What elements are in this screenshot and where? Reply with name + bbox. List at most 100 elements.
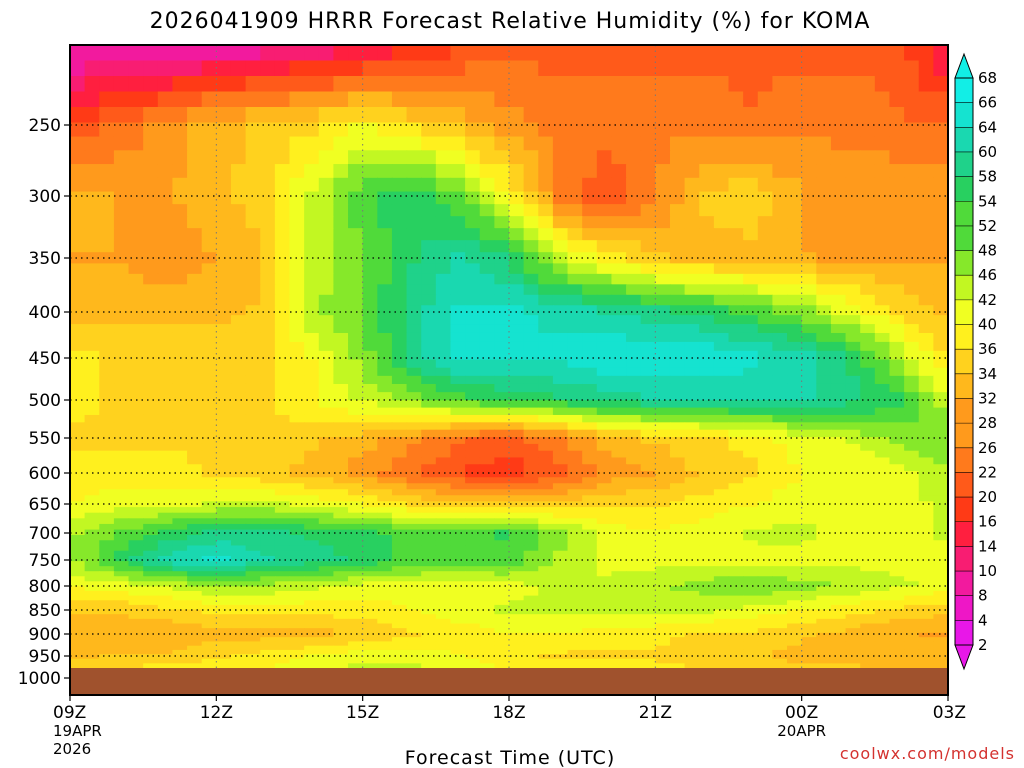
rh-cell bbox=[713, 637, 730, 643]
rh-cell bbox=[304, 164, 320, 179]
rh-cell bbox=[582, 581, 598, 587]
rh-cell bbox=[904, 590, 920, 597]
rh-cell bbox=[435, 164, 452, 179]
rh-cell bbox=[830, 443, 847, 452]
rh-cell bbox=[84, 663, 100, 669]
rh-cell bbox=[523, 305, 539, 316]
rh-cell bbox=[406, 654, 422, 660]
rh-cell bbox=[684, 614, 700, 620]
rh-cell bbox=[245, 586, 261, 592]
rh-cell bbox=[743, 437, 759, 445]
rh-cell bbox=[699, 618, 715, 625]
rh-cell bbox=[260, 654, 276, 660]
rh-cell bbox=[655, 305, 671, 316]
rh-cell bbox=[728, 495, 744, 502]
colorbar-label: 60 bbox=[978, 143, 997, 161]
rh-cell bbox=[889, 122, 905, 138]
rh-cell bbox=[216, 507, 232, 514]
rh-cell bbox=[274, 315, 291, 325]
rh-cell bbox=[655, 507, 671, 514]
rh-cell bbox=[479, 429, 495, 438]
rh-cell bbox=[523, 60, 539, 77]
rh-cell bbox=[128, 658, 144, 664]
rh-cell bbox=[494, 375, 510, 385]
rh-cell bbox=[289, 122, 305, 138]
rh-cell bbox=[479, 263, 495, 275]
rh-cell bbox=[567, 60, 583, 77]
rh-cell bbox=[157, 576, 174, 582]
rh-cell bbox=[874, 483, 891, 490]
rh-cell bbox=[640, 216, 656, 229]
rh-cell bbox=[479, 332, 495, 343]
rh-cell bbox=[874, 566, 891, 572]
rh-cell bbox=[626, 632, 642, 638]
rh-cell bbox=[84, 60, 100, 77]
rh-cell bbox=[582, 294, 598, 306]
rh-cell bbox=[582, 177, 598, 193]
rh-cell bbox=[84, 477, 100, 484]
rh-cell bbox=[128, 350, 144, 361]
rh-cell bbox=[494, 571, 510, 577]
rh-cell bbox=[509, 107, 525, 124]
rh-cell bbox=[933, 518, 949, 525]
rh-cell bbox=[728, 122, 744, 138]
credit-link[interactable]: coolwx.com/models bbox=[840, 744, 1015, 763]
rh-cell bbox=[933, 581, 949, 587]
rh-cell bbox=[216, 581, 232, 587]
rh-cell bbox=[640, 641, 656, 647]
rh-cell bbox=[845, 429, 861, 438]
rh-cell bbox=[787, 618, 803, 625]
rh-cell bbox=[260, 450, 276, 459]
rh-cell bbox=[143, 595, 159, 601]
rh-cell bbox=[933, 228, 949, 241]
rh-cell bbox=[187, 150, 203, 165]
rh-cell bbox=[728, 654, 744, 660]
rh-cell bbox=[801, 471, 817, 478]
x-tick-label: 12Z bbox=[200, 703, 233, 723]
rh-cell bbox=[918, 60, 934, 77]
rh-cell bbox=[362, 429, 378, 438]
rh-cell bbox=[787, 495, 803, 502]
rh-cell bbox=[172, 45, 188, 62]
rh-cell bbox=[450, 324, 466, 334]
rh-cell bbox=[801, 294, 817, 306]
rh-cell bbox=[816, 122, 832, 138]
rh-cell bbox=[479, 284, 495, 296]
rh-cell bbox=[523, 550, 539, 557]
rh-cell bbox=[538, 518, 554, 525]
rh-cell bbox=[435, 324, 452, 334]
rh-cell bbox=[406, 566, 422, 572]
rh-cell bbox=[787, 545, 803, 552]
rh-cell bbox=[157, 550, 174, 557]
rh-cell bbox=[494, 263, 510, 275]
rh-cell bbox=[684, 637, 700, 643]
x-tick-label: 00Z bbox=[785, 703, 818, 723]
rh-cell bbox=[406, 350, 422, 361]
rh-cell bbox=[845, 375, 861, 385]
rh-cell bbox=[523, 107, 539, 124]
rh-cell bbox=[465, 457, 481, 465]
rh-cell bbox=[787, 392, 803, 401]
rh-cell bbox=[538, 618, 554, 625]
rh-cell bbox=[523, 383, 539, 393]
rh-cell bbox=[201, 518, 217, 525]
x-tick-date: 19APR bbox=[53, 722, 102, 740]
rh-cell bbox=[216, 632, 232, 638]
rh-cell bbox=[538, 273, 554, 285]
rh-cell bbox=[172, 586, 188, 592]
rh-cell bbox=[699, 122, 715, 138]
rh-cell bbox=[406, 523, 422, 531]
rh-cell bbox=[348, 614, 364, 620]
rh-cell bbox=[509, 191, 525, 205]
rh-cell bbox=[933, 545, 949, 552]
rh-cell bbox=[874, 649, 891, 655]
colorbar-label: 54 bbox=[978, 192, 997, 210]
rh-cell bbox=[830, 576, 847, 582]
rh-cell bbox=[523, 407, 539, 416]
rh-cell bbox=[70, 284, 86, 296]
rh-cell bbox=[713, 76, 730, 93]
rh-cell bbox=[70, 263, 86, 275]
rh-cell bbox=[538, 663, 554, 669]
rh-cell bbox=[479, 523, 495, 531]
rh-cell bbox=[523, 663, 539, 669]
